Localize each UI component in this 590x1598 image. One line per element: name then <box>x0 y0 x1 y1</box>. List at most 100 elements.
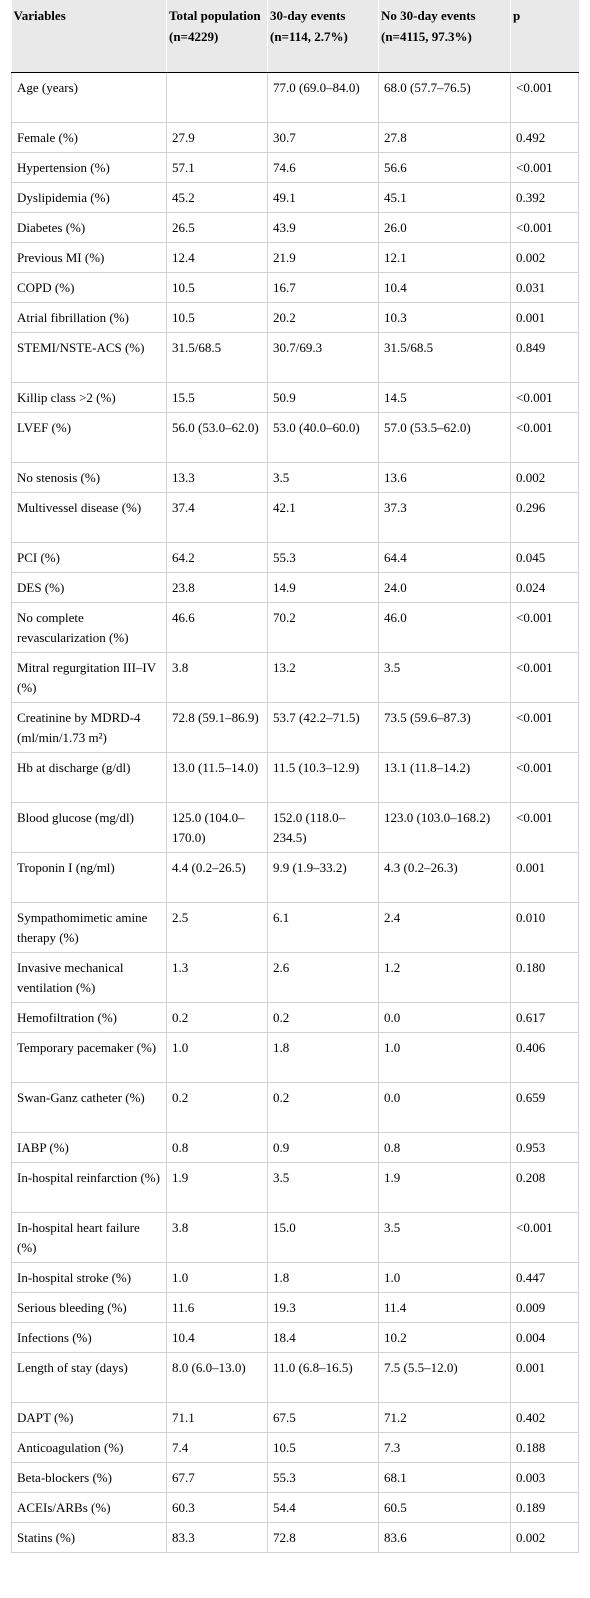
p-value-cell: <0.001 <box>510 382 579 413</box>
events-cell: 20.2 <box>267 302 379 333</box>
variable-cell: Creatinine by MDRD-4 (ml/min/1.73 m²) <box>11 702 167 753</box>
events-cell: 70.2 <box>267 602 379 653</box>
header-variables: Variables <box>11 0 167 73</box>
p-value-cell: 0.045 <box>510 542 579 573</box>
table-row: No stenosis (%) 13.3 3.5 13.6 0.002 <box>11 462 579 493</box>
variable-cell: Killip class >2 (%) <box>11 382 167 413</box>
total-population-cell: 1.9 <box>166 1162 268 1213</box>
no-events-cell: 10.2 <box>378 1322 511 1353</box>
table-row: IABP (%) 0.8 0.9 0.8 0.953 <box>11 1132 579 1163</box>
total-population-cell: 23.8 <box>166 572 268 603</box>
events-cell: 10.5 <box>267 1432 379 1463</box>
no-events-cell: 1.9 <box>378 1162 511 1213</box>
p-value-cell: <0.001 <box>510 412 579 463</box>
total-population-cell: 46.6 <box>166 602 268 653</box>
no-events-cell: 27.8 <box>378 122 511 153</box>
variable-cell: Statins (%) <box>11 1522 167 1553</box>
p-value-cell: 0.188 <box>510 1432 579 1463</box>
variable-cell: Multivessel disease (%) <box>11 492 167 543</box>
events-cell: 77.0 (69.0–84.0) <box>267 72 379 123</box>
p-value-cell: <0.001 <box>510 602 579 653</box>
variable-cell: No complete revascularization (%) <box>11 602 167 653</box>
p-value-cell: <0.001 <box>510 72 579 123</box>
total-population-cell: 83.3 <box>166 1522 268 1553</box>
variable-cell: Invasive mechanical ventilation (%) <box>11 952 167 1003</box>
no-events-cell: 7.3 <box>378 1432 511 1463</box>
table-row: Creatinine by MDRD-4 (ml/min/1.73 m²) 72.… <box>11 702 579 753</box>
events-cell: 72.8 <box>267 1522 379 1553</box>
total-population-cell: 56.0 (53.0–62.0) <box>166 412 268 463</box>
total-population-cell: 26.5 <box>166 212 268 243</box>
total-population-cell: 12.4 <box>166 242 268 273</box>
header-total-population: Total population (n=4229) <box>166 0 268 73</box>
events-cell: 0.2 <box>267 1002 379 1033</box>
p-value-cell: 0.009 <box>510 1292 579 1323</box>
total-population-cell: 1.0 <box>166 1032 268 1083</box>
p-value-cell: 0.659 <box>510 1082 579 1133</box>
no-events-cell: 1.0 <box>378 1262 511 1293</box>
events-cell: 74.6 <box>267 152 379 183</box>
events-cell: 55.3 <box>267 1462 379 1493</box>
total-population-cell: 15.5 <box>166 382 268 413</box>
table-row: Anticoagulation (%) 7.4 10.5 7.3 0.188 <box>11 1432 579 1463</box>
p-value-cell: 0.180 <box>510 952 579 1003</box>
total-population-cell: 1.0 <box>166 1262 268 1293</box>
p-value-cell: <0.001 <box>510 652 579 703</box>
table-row: COPD (%) 10.5 16.7 10.4 0.031 <box>11 272 579 303</box>
table-row: Atrial fibrillation (%) 10.5 20.2 10.3 0.001 <box>11 302 579 333</box>
no-events-cell: 0.0 <box>378 1002 511 1033</box>
variable-cell: Hypertension (%) <box>11 152 167 183</box>
total-population-cell: 57.1 <box>166 152 268 183</box>
events-cell: 53.0 (40.0–60.0) <box>267 412 379 463</box>
no-events-cell: 45.1 <box>378 182 511 213</box>
no-events-cell: 14.5 <box>378 382 511 413</box>
total-population-cell: 0.8 <box>166 1132 268 1163</box>
variable-cell: Dyslipidemia (%) <box>11 182 167 213</box>
total-population-cell: 71.1 <box>166 1402 268 1433</box>
table-row: Beta-blockers (%) 67.7 55.3 68.1 0.003 <box>11 1462 579 1493</box>
events-cell: 30.7/69.3 <box>267 332 379 383</box>
no-events-cell: 13.6 <box>378 462 511 493</box>
p-value-cell: 0.392 <box>510 182 579 213</box>
table-row: Sympathomimetic amine therapy (%) 2.5 6.1 2… <box>11 902 579 953</box>
total-population-cell: 1.3 <box>166 952 268 1003</box>
table-row: Dyslipidemia (%) 45.2 49.1 45.1 0.392 <box>11 182 579 213</box>
table-row: DAPT (%) 71.1 67.5 71.2 0.402 <box>11 1402 579 1433</box>
variable-cell: Mitral regurgitation III–IV (%) <box>11 652 167 703</box>
variable-cell: Atrial fibrillation (%) <box>11 302 167 333</box>
variable-cell: Troponin I (ng/ml) <box>11 852 167 903</box>
header-30-day-events: 30-day events (n=114, 2.7%) <box>267 0 379 73</box>
p-value-cell: 0.001 <box>510 852 579 903</box>
no-events-cell: 13.1 (11.8–14.2) <box>378 752 511 803</box>
p-value-cell: 0.296 <box>510 492 579 543</box>
p-value-cell: 0.001 <box>510 1352 579 1403</box>
table-row: Troponin I (ng/ml) 4.4 (0.2–26.5) 9.9 (1.9… <box>11 852 579 903</box>
variable-cell: In-hospital stroke (%) <box>11 1262 167 1293</box>
no-events-cell: 123.0 (103.0–168.2) <box>378 802 511 853</box>
total-population-cell: 2.5 <box>166 902 268 953</box>
table-row: Hemofiltration (%) 0.2 0.2 0.0 0.617 <box>11 1002 579 1033</box>
p-value-cell: 0.004 <box>510 1322 579 1353</box>
p-value-cell: <0.001 <box>510 702 579 753</box>
events-cell: 21.9 <box>267 242 379 273</box>
total-population-cell: 125.0 (104.0–170.0) <box>166 802 268 853</box>
no-events-cell: 3.5 <box>378 1212 511 1263</box>
table-row: In-hospital reinfarction (%) 1.9 3.5 1.9 0.2… <box>11 1162 579 1213</box>
events-cell: 53.7 (42.2–71.5) <box>267 702 379 753</box>
variable-cell: COPD (%) <box>11 272 167 303</box>
table-row: Diabetes (%) 26.5 43.9 26.0 <0.001 <box>11 212 579 243</box>
table-row: STEMI/NSTE-ACS (%) 31.5/68.5 30.7/69.3 31.5… <box>11 332 579 383</box>
table-row: Age (years) 77.0 (69.0–84.0) 68.0 (57.7–76… <box>11 72 579 123</box>
p-value-cell: <0.001 <box>510 802 579 853</box>
events-cell: 16.7 <box>267 272 379 303</box>
events-cell: 6.1 <box>267 902 379 953</box>
no-events-cell: 26.0 <box>378 212 511 243</box>
p-value-cell: 0.010 <box>510 902 579 953</box>
no-events-cell: 60.5 <box>378 1492 511 1523</box>
table-row: Length of stay (days) 8.0 (6.0–13.0) 11.0 … <box>11 1352 579 1403</box>
total-population-cell: 3.8 <box>166 1212 268 1263</box>
table-row: LVEF (%) 56.0 (53.0–62.0) 53.0 (40.0–60.0)… <box>11 412 579 463</box>
p-value-cell: 0.031 <box>510 272 579 303</box>
table-row: Mitral regurgitation III–IV (%) 3.8 13.2 3.… <box>11 652 579 703</box>
events-cell: 14.9 <box>267 572 379 603</box>
